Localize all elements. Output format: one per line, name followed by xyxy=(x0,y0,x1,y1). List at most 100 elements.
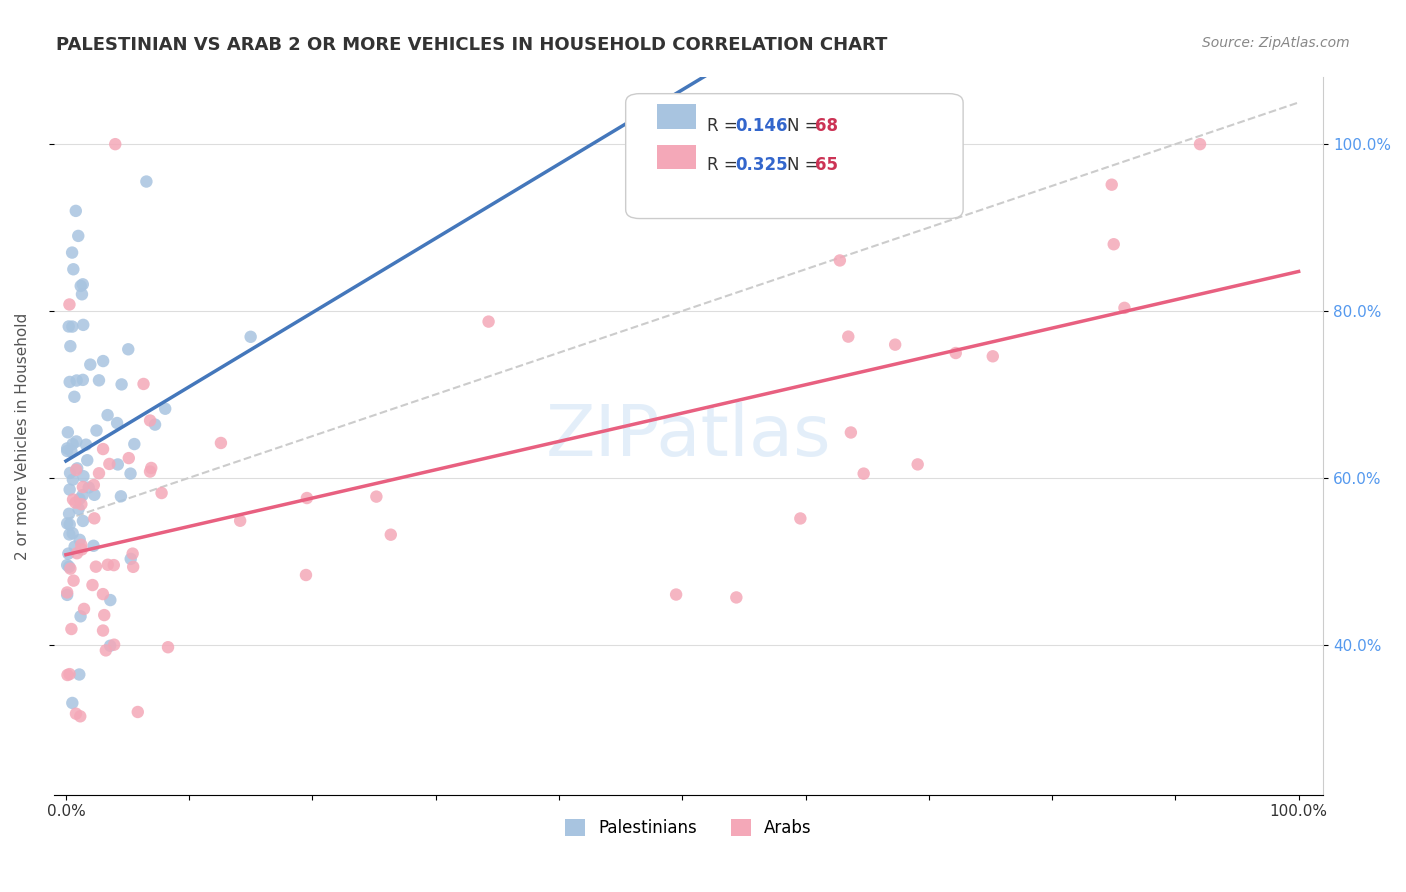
Arabs xyxy=(157,640,180,655)
Palestinians xyxy=(67,228,90,243)
Palestinians xyxy=(72,488,94,502)
Palestinians xyxy=(59,483,82,497)
Text: Source: ZipAtlas.com: Source: ZipAtlas.com xyxy=(1202,36,1350,50)
Arabs xyxy=(209,436,232,450)
Arabs xyxy=(665,588,688,602)
Text: 0.146: 0.146 xyxy=(735,117,787,135)
Arabs xyxy=(1102,237,1125,252)
Palestinians xyxy=(83,539,105,553)
Palestinians xyxy=(97,408,120,422)
Arabs xyxy=(72,480,94,494)
Arabs xyxy=(366,490,388,504)
Palestinians xyxy=(110,377,132,392)
Text: ZIPatlas: ZIPatlas xyxy=(546,401,831,471)
Arabs xyxy=(1114,301,1136,315)
Palestinians xyxy=(60,444,83,458)
Palestinians xyxy=(62,262,84,277)
Palestinians xyxy=(76,453,98,467)
Palestinians xyxy=(105,416,128,430)
Palestinians xyxy=(239,330,262,344)
Arabs xyxy=(141,461,163,475)
Palestinians xyxy=(56,444,79,458)
Arabs xyxy=(58,297,80,311)
Arabs xyxy=(83,511,105,525)
Palestinians xyxy=(87,373,110,387)
Arabs xyxy=(139,413,162,427)
Arabs xyxy=(58,667,80,681)
Palestinians xyxy=(65,203,87,218)
Arabs xyxy=(122,559,145,574)
Palestinians xyxy=(56,425,79,440)
Palestinians xyxy=(124,437,146,451)
Palestinians xyxy=(107,458,129,472)
Arabs xyxy=(83,478,105,492)
Arabs xyxy=(59,562,82,576)
Arabs xyxy=(91,624,114,638)
Palestinians xyxy=(59,517,82,532)
Arabs xyxy=(945,346,967,360)
Palestinians xyxy=(63,390,86,404)
Arabs xyxy=(69,709,91,723)
Palestinians xyxy=(98,639,121,653)
Palestinians xyxy=(66,374,89,388)
Palestinians xyxy=(65,434,87,449)
Text: 0.325: 0.325 xyxy=(735,156,787,174)
Arabs xyxy=(97,558,120,572)
Arabs xyxy=(1188,137,1211,152)
Palestinians xyxy=(120,552,142,566)
Palestinians xyxy=(98,593,121,607)
Arabs xyxy=(65,495,87,509)
Arabs xyxy=(65,463,87,477)
Palestinians xyxy=(59,466,82,480)
Palestinians xyxy=(86,424,108,438)
Text: N =: N = xyxy=(787,117,824,135)
Palestinians xyxy=(60,696,83,710)
Palestinians xyxy=(60,319,83,334)
Arabs xyxy=(295,568,318,582)
Palestinians xyxy=(69,279,91,293)
Palestinians xyxy=(58,319,80,334)
Arabs xyxy=(62,574,84,588)
Palestinians xyxy=(58,559,80,574)
Arabs xyxy=(93,608,115,623)
Arabs xyxy=(907,458,929,472)
Arabs xyxy=(60,622,83,636)
Arabs xyxy=(103,558,125,573)
Arabs xyxy=(981,349,1004,363)
Palestinians xyxy=(120,467,142,481)
Palestinians xyxy=(62,526,84,541)
Palestinians xyxy=(67,667,90,681)
Arabs xyxy=(70,497,93,511)
Arabs xyxy=(789,511,811,525)
Palestinians xyxy=(79,358,101,372)
Palestinians xyxy=(58,507,80,521)
Arabs xyxy=(725,591,748,605)
Palestinians xyxy=(58,527,80,541)
Palestinians xyxy=(72,277,94,292)
Palestinians xyxy=(56,442,79,456)
Arabs xyxy=(82,578,104,592)
Text: 68: 68 xyxy=(815,117,838,135)
Palestinians xyxy=(153,401,176,416)
Palestinians xyxy=(69,491,91,506)
Arabs xyxy=(150,486,173,500)
Palestinians xyxy=(91,354,114,368)
Arabs xyxy=(121,547,143,561)
Palestinians xyxy=(63,540,86,554)
Palestinians xyxy=(70,287,93,301)
Palestinians xyxy=(75,438,97,452)
Palestinians xyxy=(110,489,132,503)
Text: R =: R = xyxy=(707,156,744,174)
Palestinians xyxy=(56,516,79,531)
Arabs xyxy=(70,538,93,552)
Y-axis label: 2 or more Vehicles in Household: 2 or more Vehicles in Household xyxy=(15,312,30,559)
Arabs xyxy=(104,137,127,152)
Palestinians xyxy=(62,473,84,487)
Arabs xyxy=(66,546,89,560)
Text: 65: 65 xyxy=(815,156,838,174)
Arabs xyxy=(84,559,107,574)
Text: N =: N = xyxy=(787,156,824,174)
Arabs xyxy=(139,465,162,479)
Arabs xyxy=(828,253,851,268)
Arabs xyxy=(56,585,79,599)
